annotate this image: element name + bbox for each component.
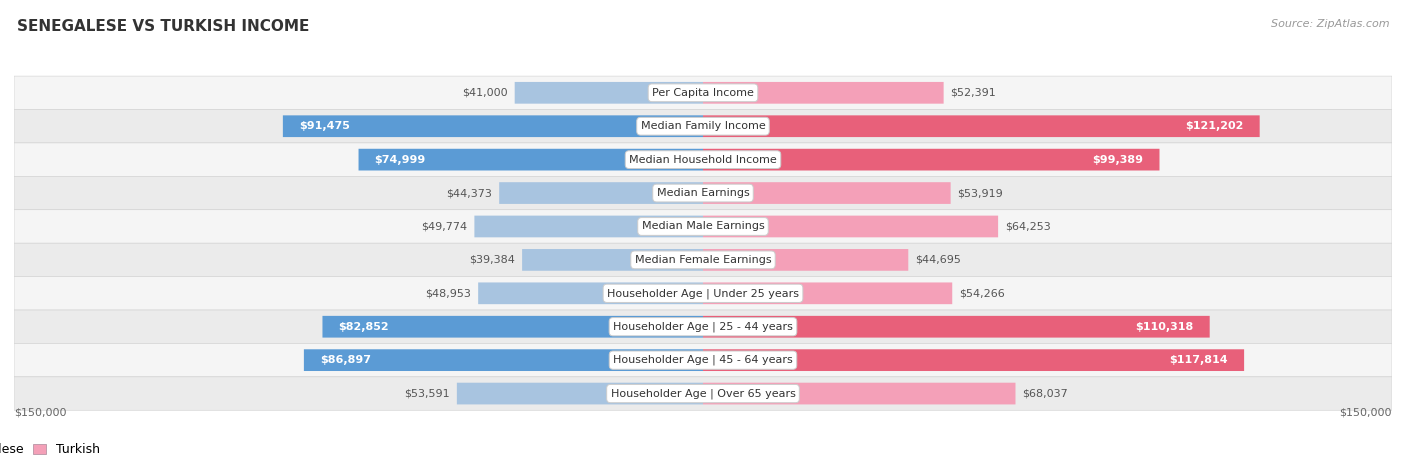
Text: $39,384: $39,384 — [470, 255, 515, 265]
FancyBboxPatch shape — [522, 249, 703, 271]
FancyBboxPatch shape — [14, 109, 1392, 143]
Text: $82,852: $82,852 — [339, 322, 389, 332]
Text: Source: ZipAtlas.com: Source: ZipAtlas.com — [1271, 19, 1389, 28]
Text: $99,389: $99,389 — [1092, 155, 1143, 165]
FancyBboxPatch shape — [304, 349, 703, 371]
FancyBboxPatch shape — [703, 382, 1015, 404]
Text: $48,953: $48,953 — [426, 288, 471, 298]
FancyBboxPatch shape — [703, 349, 1244, 371]
Text: $68,037: $68,037 — [1022, 389, 1069, 398]
Text: $53,591: $53,591 — [405, 389, 450, 398]
FancyBboxPatch shape — [703, 283, 952, 304]
Text: $54,266: $54,266 — [959, 288, 1005, 298]
Text: Median Earnings: Median Earnings — [657, 188, 749, 198]
Legend: Senegalese, Turkish: Senegalese, Turkish — [0, 439, 105, 461]
Text: Householder Age | Under 25 years: Householder Age | Under 25 years — [607, 288, 799, 298]
FancyBboxPatch shape — [474, 216, 703, 237]
Text: $44,695: $44,695 — [915, 255, 962, 265]
Text: $121,202: $121,202 — [1185, 121, 1243, 131]
FancyBboxPatch shape — [703, 316, 1209, 338]
Text: $52,391: $52,391 — [950, 88, 997, 98]
FancyBboxPatch shape — [14, 243, 1392, 276]
Text: Householder Age | 25 - 44 years: Householder Age | 25 - 44 years — [613, 321, 793, 332]
FancyBboxPatch shape — [478, 283, 703, 304]
Text: $110,318: $110,318 — [1136, 322, 1194, 332]
Text: $44,373: $44,373 — [447, 188, 492, 198]
FancyBboxPatch shape — [14, 143, 1392, 177]
FancyBboxPatch shape — [703, 82, 943, 104]
FancyBboxPatch shape — [359, 149, 703, 170]
FancyBboxPatch shape — [457, 382, 703, 404]
FancyBboxPatch shape — [14, 276, 1392, 310]
Text: Per Capita Income: Per Capita Income — [652, 88, 754, 98]
FancyBboxPatch shape — [14, 310, 1392, 343]
FancyBboxPatch shape — [14, 343, 1392, 377]
Text: $91,475: $91,475 — [299, 121, 350, 131]
Text: Median Family Income: Median Family Income — [641, 121, 765, 131]
Text: $64,253: $64,253 — [1005, 221, 1050, 232]
FancyBboxPatch shape — [703, 115, 1260, 137]
FancyBboxPatch shape — [14, 76, 1392, 109]
Text: $86,897: $86,897 — [321, 355, 371, 365]
FancyBboxPatch shape — [322, 316, 703, 338]
Text: Median Household Income: Median Household Income — [628, 155, 778, 165]
Text: Householder Age | Over 65 years: Householder Age | Over 65 years — [610, 389, 796, 399]
FancyBboxPatch shape — [703, 182, 950, 204]
Text: $53,919: $53,919 — [957, 188, 1004, 198]
FancyBboxPatch shape — [499, 182, 703, 204]
Text: Median Female Earnings: Median Female Earnings — [634, 255, 772, 265]
FancyBboxPatch shape — [283, 115, 703, 137]
Text: SENEGALESE VS TURKISH INCOME: SENEGALESE VS TURKISH INCOME — [17, 19, 309, 34]
Text: $150,000: $150,000 — [14, 408, 66, 418]
Text: $117,814: $117,814 — [1170, 355, 1227, 365]
FancyBboxPatch shape — [515, 82, 703, 104]
FancyBboxPatch shape — [14, 210, 1392, 243]
Text: Median Male Earnings: Median Male Earnings — [641, 221, 765, 232]
Text: $49,774: $49,774 — [422, 221, 468, 232]
Text: Householder Age | 45 - 64 years: Householder Age | 45 - 64 years — [613, 355, 793, 365]
Text: $74,999: $74,999 — [374, 155, 426, 165]
Text: $150,000: $150,000 — [1340, 408, 1392, 418]
Text: $41,000: $41,000 — [463, 88, 508, 98]
FancyBboxPatch shape — [14, 177, 1392, 210]
FancyBboxPatch shape — [14, 377, 1392, 410]
FancyBboxPatch shape — [703, 149, 1160, 170]
FancyBboxPatch shape — [703, 249, 908, 271]
FancyBboxPatch shape — [703, 216, 998, 237]
